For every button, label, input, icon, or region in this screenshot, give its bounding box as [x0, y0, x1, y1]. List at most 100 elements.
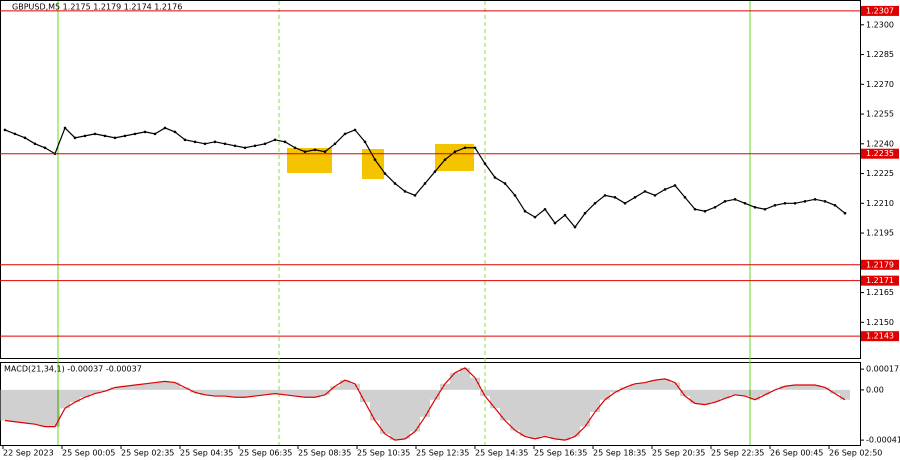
x-tick-label: 25 Sep 08:35 — [298, 449, 351, 458]
price-point — [503, 182, 507, 185]
price-point — [193, 140, 197, 144]
price-point — [143, 130, 147, 134]
y-tick-label: 1.2300 — [866, 20, 894, 29]
price-point — [463, 146, 467, 150]
price-point — [113, 136, 117, 140]
price-point — [733, 198, 737, 201]
price-point — [73, 136, 77, 140]
price-point — [183, 138, 187, 142]
price-point — [833, 203, 837, 207]
price-point — [803, 200, 807, 203]
price-point — [553, 221, 557, 225]
signal-box — [362, 149, 384, 179]
price-point — [383, 172, 387, 175]
price-point — [533, 215, 537, 219]
price-point — [3, 128, 7, 132]
plot-layer: 1.2300 1.2285 1.2270 1.2255 1.2240 1.2225 1.22… — [0, 5, 900, 458]
x-tick-label: 25 Sep 18:35 — [593, 449, 646, 458]
price-point — [443, 158, 447, 161]
y-tick-label: 1.2255 — [866, 110, 894, 119]
price-point — [543, 207, 547, 211]
price-point — [363, 140, 367, 144]
price-point — [453, 150, 457, 154]
y-tick-label: 1.2270 — [866, 80, 894, 89]
y-tick-label: 1.2285 — [866, 50, 894, 59]
price-point — [603, 194, 607, 197]
price-point — [343, 132, 347, 136]
price-point — [283, 140, 287, 144]
price-point — [713, 205, 717, 209]
price-line — [4, 367, 846, 441]
price-point — [813, 198, 817, 201]
price-point — [163, 126, 167, 130]
price-point — [693, 207, 697, 211]
x-tick-label: 25 Sep 02:35 — [121, 449, 174, 458]
price-point — [783, 202, 787, 205]
price-point — [583, 211, 587, 215]
indicator-header: MACD(21,34,1) -0.00037 -0.00037 — [4, 365, 142, 374]
price-point — [233, 144, 237, 148]
price-panel — [0, 0, 861, 359]
level-label-box — [861, 275, 899, 286]
price-point — [703, 209, 707, 213]
price-point — [433, 170, 437, 173]
x-tick-label: 26 Sep 02:50 — [829, 449, 882, 458]
x-tick-label: 26 Sep 00:45 — [770, 449, 823, 458]
price-point — [203, 142, 207, 146]
price-point — [663, 188, 667, 191]
price-point — [523, 209, 527, 213]
price-point — [173, 130, 177, 134]
x-tick-label: 22 Sep 2023 — [3, 449, 54, 458]
price-point — [223, 142, 227, 146]
price-point — [593, 202, 597, 205]
y-tick-label: 1.2240 — [866, 139, 894, 148]
price-point — [313, 148, 317, 152]
y-tick-label: 1.2225 — [866, 169, 894, 178]
price-point — [473, 146, 477, 150]
price-point — [263, 142, 267, 146]
price-point — [33, 142, 37, 146]
price-point — [83, 134, 87, 138]
y-tick-label: 1.2210 — [866, 199, 894, 208]
y-tick-label: -0.00041 — [866, 436, 900, 445]
price-point — [763, 207, 767, 211]
x-tick-label: 25 Sep 06:35 — [239, 449, 292, 458]
x-tick-label: 25 Sep 04:35 — [180, 449, 233, 458]
price-point — [13, 132, 17, 136]
y-tick-label: 1.2165 — [866, 288, 894, 297]
price-point — [843, 211, 847, 215]
y-tick-label: 0.00017 — [866, 365, 899, 374]
level-label-box — [861, 5, 899, 16]
y-tick-label: 0.00 — [866, 385, 884, 394]
price-point — [403, 190, 407, 193]
price-point — [373, 158, 377, 161]
level-label: 1.2143 — [866, 332, 894, 341]
price-point — [243, 146, 247, 150]
price-point — [483, 162, 487, 165]
price-point — [123, 134, 127, 138]
x-tick-label: 25 Sep 22:35 — [711, 449, 764, 458]
price-point — [423, 182, 427, 185]
price-point — [303, 150, 307, 154]
price-point — [743, 202, 747, 205]
price-point — [773, 203, 777, 207]
price-point — [823, 200, 827, 203]
y-tick-label: 1.2195 — [866, 229, 894, 238]
level-label: 1.2179 — [866, 260, 894, 269]
price-point — [153, 132, 157, 136]
price-point — [323, 150, 327, 154]
price-point — [573, 225, 577, 229]
price-point — [653, 194, 657, 197]
level-label-box — [861, 331, 899, 342]
price-point — [723, 200, 727, 203]
price-point — [213, 140, 217, 144]
price-point — [93, 132, 97, 136]
level-label-box — [861, 259, 899, 270]
x-tick-label: 25 Sep 10:35 — [357, 449, 410, 458]
y-tick-label: 1.2150 — [866, 318, 894, 327]
price-point — [753, 205, 757, 209]
price-point — [513, 194, 517, 197]
price-point — [643, 190, 647, 193]
x-tick-label: 25 Sep 16:35 — [534, 449, 587, 458]
